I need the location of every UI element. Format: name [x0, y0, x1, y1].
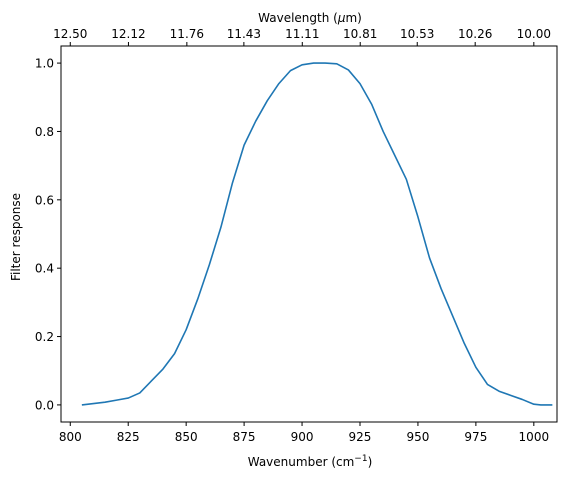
x-tick-label: 800 [59, 430, 82, 444]
y-axis-label: Filter response [9, 193, 23, 281]
top-tick-label: 10.81 [343, 27, 377, 41]
y-tick-label: 0.8 [35, 125, 54, 139]
x-tick-label: 825 [117, 430, 140, 444]
x-tick-label: 875 [233, 430, 256, 444]
series-line-0 [81, 62, 553, 406]
plot-frame [60, 45, 558, 423]
bottom-x-axis: 800 825 850 875 900 925 950 975 1000 [59, 422, 549, 444]
x-tick-label: 1000 [519, 430, 550, 444]
x-tick-label: 975 [464, 430, 487, 444]
top-tick-label: 10.26 [458, 27, 492, 41]
y-tick-label: 0.4 [35, 262, 54, 276]
top-tick-label: 11.76 [170, 27, 204, 41]
y-tick-label: 1.0 [35, 57, 54, 71]
y-tick-label: 0.2 [35, 330, 54, 344]
top-tick-label: 10.53 [400, 27, 434, 41]
y-tick-label: 0.6 [35, 193, 54, 207]
top-tick-label: 12.50 [53, 27, 87, 41]
x-tick-label: 900 [291, 430, 314, 444]
top-x-axis: 12.50 12.12 11.76 11.43 11.11 10.81 10.53 10.26… [53, 27, 551, 46]
y-tick-label: 0.0 [35, 398, 54, 412]
top-tick-label: 12.12 [111, 27, 145, 41]
series-layer [81, 62, 553, 406]
top-tick-label: 11.43 [227, 27, 261, 41]
x-axis-label: Wavenumber (cm−1) [248, 454, 373, 469]
x-tick-label: 950 [406, 430, 429, 444]
top-tick-label: 11.11 [285, 27, 319, 41]
x-tick-label: 925 [349, 430, 372, 444]
x-tick-label: 850 [175, 430, 198, 444]
top-tick-label: 10.00 [517, 27, 551, 41]
top-x-axis-label: Wavelength (μm) [258, 11, 362, 25]
y-axis: 0.0 0.2 0.4 0.6 0.8 1.0 [35, 57, 61, 412]
plot-area [60, 45, 558, 423]
